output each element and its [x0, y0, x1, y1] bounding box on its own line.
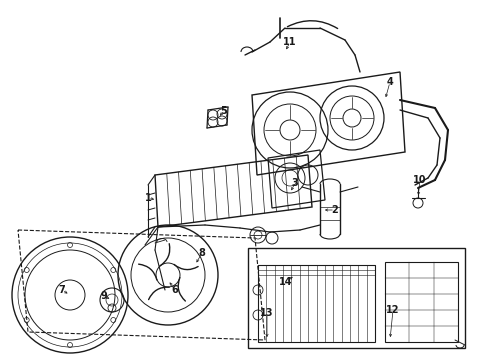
Text: 10: 10	[413, 175, 427, 185]
Text: 1: 1	[145, 193, 151, 203]
Text: 3: 3	[292, 178, 298, 188]
Text: 2: 2	[332, 205, 339, 215]
Text: 8: 8	[198, 248, 205, 258]
Text: 12: 12	[386, 305, 400, 315]
Text: 5: 5	[220, 106, 227, 116]
Text: 4: 4	[387, 77, 393, 87]
Text: 11: 11	[283, 37, 297, 47]
Text: 7: 7	[59, 285, 65, 295]
Text: 13: 13	[260, 308, 274, 318]
Text: 14: 14	[279, 277, 293, 287]
Text: 6: 6	[172, 285, 178, 295]
Text: 9: 9	[100, 291, 107, 301]
